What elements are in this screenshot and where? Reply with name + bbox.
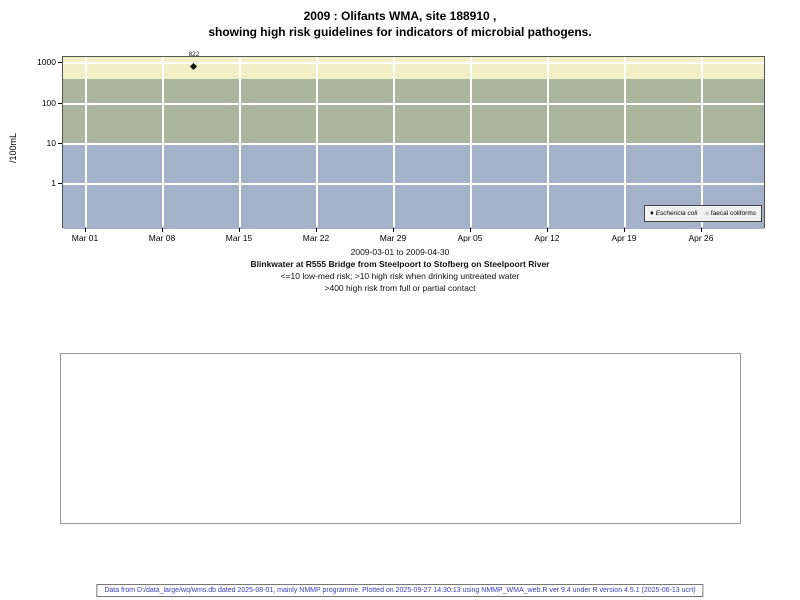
gridline-vertical: [316, 57, 318, 227]
caption-guideline-drinking: <=10 low-med risk; >10 high risk when dr…: [280, 271, 520, 281]
x-tick-label: Mar 29: [379, 233, 407, 243]
chart-legend: ♦ Eschericia coli ○ faecal coliforms: [644, 205, 762, 222]
y-tick-mark: [58, 183, 62, 184]
circle-marker-icon: ○: [705, 210, 709, 217]
gridline-horizontal: [63, 143, 764, 145]
y-tick-mark: [58, 62, 62, 63]
gridline-horizontal: [63, 183, 764, 185]
x-tick-label: Apr 26: [688, 233, 714, 243]
chart-title: 2009 : Olifants WMA, site 188910 , showi…: [0, 8, 800, 40]
gridline-horizontal: [63, 62, 764, 64]
gridline-vertical: [85, 57, 87, 227]
plot-area: 822 ♦ Eschericia coli ○ faecal coliforms: [62, 51, 765, 229]
x-tick-mark: [701, 228, 702, 232]
chart-title-line2: showing high risk guidelines for indicat…: [208, 25, 592, 39]
x-tick-mark: [85, 228, 86, 232]
legend-entry-faecal: ○ faecal coliforms: [705, 210, 756, 217]
gridline-vertical: [547, 57, 549, 227]
x-tick-mark: [470, 228, 471, 232]
risk-band-drinking: [63, 79, 764, 144]
chart-title-line1: 2009 : Olifants WMA, site 188910 ,: [303, 9, 497, 23]
gridline-vertical: [624, 57, 626, 227]
gridline-vertical: [162, 57, 164, 227]
x-tick-label: Mar 22: [302, 233, 330, 243]
y-tick-label: 1000: [37, 57, 56, 67]
y-axis-title: /100mL: [8, 132, 18, 163]
footer-provenance: Data from D:/data_large/wq/wms.db dated …: [96, 584, 704, 597]
x-tick-label: Mar 15: [225, 233, 253, 243]
empty-panel: [60, 353, 741, 524]
gridline-vertical: [393, 57, 395, 227]
x-tick-mark: [393, 228, 394, 232]
gridline-vertical: [239, 57, 241, 227]
legend-label-ecoli: Eschericia coli: [655, 210, 698, 217]
x-tick-mark: [162, 228, 163, 232]
x-tick-mark: [624, 228, 625, 232]
x-tick-mark: [547, 228, 548, 232]
gridline-horizontal: [63, 103, 764, 105]
x-tick-mark: [316, 228, 317, 232]
y-tick-mark: [58, 143, 62, 144]
y-tick-label: 10: [46, 138, 56, 148]
x-tick-mark: [239, 228, 240, 232]
legend-label-faecal: faecal coliforms: [710, 210, 756, 217]
gridline-vertical: [470, 57, 472, 227]
x-tick-label: Apr 05: [457, 233, 483, 243]
x-tick-label: Apr 12: [534, 233, 560, 243]
caption-site-name: Blinkwater at R555 Bridge from Steelpoor…: [250, 259, 550, 269]
caption-date-range: 2009-03-01 to 2009-04-30: [350, 247, 450, 257]
caption-guideline-contact: >400 high risk from full or partial cont…: [324, 283, 476, 293]
legend-entry-ecoli: ♦ Eschericia coli: [650, 210, 697, 217]
data-point-label: 822: [188, 51, 200, 58]
gridline-vertical: [701, 57, 703, 227]
risk-band-contact: [63, 57, 764, 79]
diamond-marker-icon: ♦: [650, 210, 654, 217]
y-tick-mark: [58, 103, 62, 104]
x-tick-label: Apr 19: [611, 233, 637, 243]
x-tick-label: Mar 08: [148, 233, 176, 243]
y-tick-label: 1: [51, 178, 56, 188]
y-tick-label: 100: [41, 98, 56, 108]
x-tick-label: Mar 01: [71, 233, 99, 243]
